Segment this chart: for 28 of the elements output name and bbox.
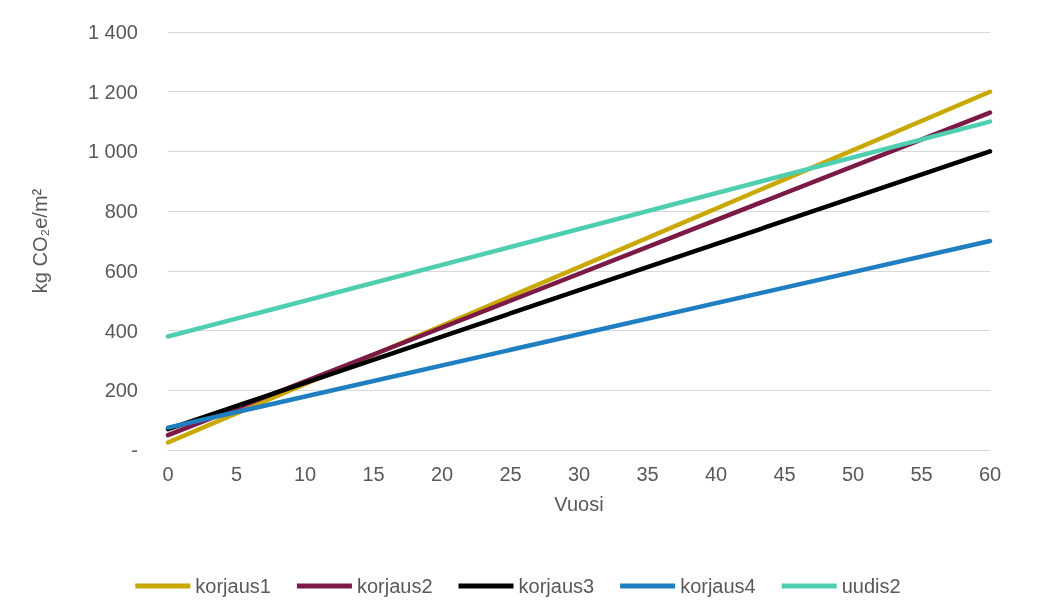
x-tick-label: 50 <box>841 463 865 485</box>
x-tick-label: 55 <box>910 463 933 485</box>
y-tick-label: 200 <box>104 379 138 402</box>
x-tick-label: 15 <box>362 463 385 485</box>
x-tick-label: 10 <box>293 463 317 485</box>
legend-label: korjaus4 <box>680 575 756 597</box>
y-axis-title: kg CO₂e/m² <box>29 188 51 294</box>
y-tick-label: 800 <box>104 200 138 223</box>
x-tick-label: 25 <box>499 463 522 485</box>
x-tick-label: 20 <box>430 463 454 485</box>
y-tick-label: - <box>131 439 138 461</box>
y-tick-label: 1 000 <box>87 140 138 163</box>
x-tick-label: 0 <box>162 463 174 485</box>
legend-label: korjaus3 <box>518 575 595 597</box>
legend-label: korjaus1 <box>195 575 271 597</box>
x-axis-title: Vuosi <box>554 493 604 515</box>
y-tick-label: 400 <box>104 319 138 342</box>
legend-label: uudis2 <box>841 575 901 597</box>
x-tick-label: 60 <box>978 463 1002 485</box>
x-tick-label: 45 <box>773 463 796 485</box>
x-tick-label: 30 <box>567 463 591 485</box>
x-tick-label: 5 <box>230 463 243 485</box>
x-tick-label: 40 <box>704 463 728 485</box>
y-tick-label: 600 <box>104 259 138 282</box>
x-tick-label: 35 <box>636 463 659 485</box>
legend-label: korjaus2 <box>356 575 433 597</box>
y-tick-label: 1 400 <box>87 21 138 43</box>
y-tick-label: 1 200 <box>87 80 138 103</box>
